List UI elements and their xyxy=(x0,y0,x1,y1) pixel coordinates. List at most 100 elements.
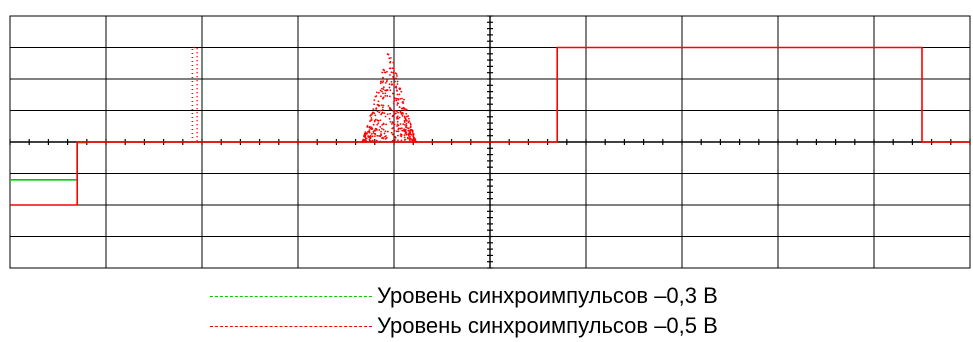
burst-dot xyxy=(392,126,395,129)
burst-dot xyxy=(381,106,384,109)
burst-dot xyxy=(405,124,408,127)
burst-dot xyxy=(399,123,402,125)
burst-dot xyxy=(386,130,389,133)
burst-dot xyxy=(362,140,365,143)
burst-dot xyxy=(377,119,380,122)
burst-dot xyxy=(411,132,414,134)
burst-dot xyxy=(396,110,398,113)
burst-dot xyxy=(393,99,396,102)
burst-dot xyxy=(390,131,393,134)
burst-dot xyxy=(390,83,393,86)
burst-dot xyxy=(396,104,399,106)
burst-dot xyxy=(375,107,378,110)
burst-dot xyxy=(379,125,382,128)
burst-dot xyxy=(384,130,387,133)
burst-dot xyxy=(392,110,395,112)
burst-dot xyxy=(381,112,383,115)
burst-dot xyxy=(404,130,407,133)
burst-dot xyxy=(393,84,395,86)
burst-dot xyxy=(391,67,394,70)
burst-dot xyxy=(395,130,398,133)
burst-dot xyxy=(381,108,384,111)
burst-dot xyxy=(368,129,371,132)
burst-dot xyxy=(404,109,407,112)
burst-dot xyxy=(396,123,399,126)
burst-dot xyxy=(372,123,375,126)
burst-dot xyxy=(396,102,399,104)
burst-dot xyxy=(384,135,386,138)
burst-dot xyxy=(386,70,388,73)
burst-dot xyxy=(407,133,410,136)
burst-dot xyxy=(405,119,408,122)
burst-dot xyxy=(376,123,379,126)
burst-dot xyxy=(383,112,386,115)
burst-dot xyxy=(408,137,411,140)
burst-dot xyxy=(389,74,391,76)
burst-dot xyxy=(391,139,394,142)
burst-dot xyxy=(394,80,396,83)
burst-dot xyxy=(405,122,408,125)
burst-dot xyxy=(377,100,380,103)
burst-dot xyxy=(386,78,389,81)
signal-trace xyxy=(191,46,198,142)
burst-dot xyxy=(385,89,388,92)
burst-dot xyxy=(390,71,393,74)
burst-dot xyxy=(395,99,398,102)
legend-line-red xyxy=(210,326,372,327)
burst-dot xyxy=(402,112,404,115)
burst-dot xyxy=(412,135,415,138)
burst-dot xyxy=(380,130,382,133)
burst-dot xyxy=(372,132,375,134)
burst-dot xyxy=(403,136,406,139)
burst-dot xyxy=(395,77,397,80)
burst-dot xyxy=(370,119,373,121)
burst-dot xyxy=(399,110,402,113)
burst-dot xyxy=(405,133,408,136)
burst-dot xyxy=(394,139,396,141)
burst-dot xyxy=(403,121,406,124)
burst-dot xyxy=(373,120,376,123)
burst-dot xyxy=(403,116,406,119)
burst-dot xyxy=(375,91,378,94)
burst-dot xyxy=(384,92,387,95)
burst-dot xyxy=(380,80,383,83)
burst-dot xyxy=(403,134,406,137)
burst-dot xyxy=(405,112,408,115)
burst-dot xyxy=(389,120,392,123)
burst-dot xyxy=(374,135,376,137)
burst-dot xyxy=(410,133,413,136)
burst-dot xyxy=(404,126,407,128)
burst-dot xyxy=(381,136,384,139)
burst-dot xyxy=(392,72,395,75)
burst-dot xyxy=(401,97,403,100)
burst-dot xyxy=(411,139,414,142)
burst-dot xyxy=(394,110,396,112)
burst-dot xyxy=(404,123,406,126)
burst-dot xyxy=(406,136,409,139)
burst-dot xyxy=(392,76,394,78)
burst-dot xyxy=(397,111,400,114)
burst-dot xyxy=(396,120,399,123)
burst-dot xyxy=(393,129,396,132)
signal-trace xyxy=(10,46,970,206)
burst-dot xyxy=(380,104,383,107)
burst-dot xyxy=(398,93,401,96)
burst-dot xyxy=(364,135,366,137)
legend-item-green: Уровень синхроимпульсов –0,3 В xyxy=(0,282,973,312)
burst-dot xyxy=(400,112,403,114)
burst-dot xyxy=(409,130,411,133)
burst-dot xyxy=(389,60,392,63)
burst-dot xyxy=(389,56,392,59)
burst-dot xyxy=(407,115,410,117)
burst-dot xyxy=(374,133,377,136)
burst-dot xyxy=(380,87,383,90)
burst-dot xyxy=(405,108,408,111)
burst-dot xyxy=(376,134,379,137)
burst-dot xyxy=(369,120,371,122)
burst-dot xyxy=(379,95,382,98)
burst-dot xyxy=(370,117,373,119)
burst-dot xyxy=(407,129,410,132)
burst-dot xyxy=(382,104,385,107)
burst-dot xyxy=(396,117,398,120)
burst-dot xyxy=(407,121,410,124)
